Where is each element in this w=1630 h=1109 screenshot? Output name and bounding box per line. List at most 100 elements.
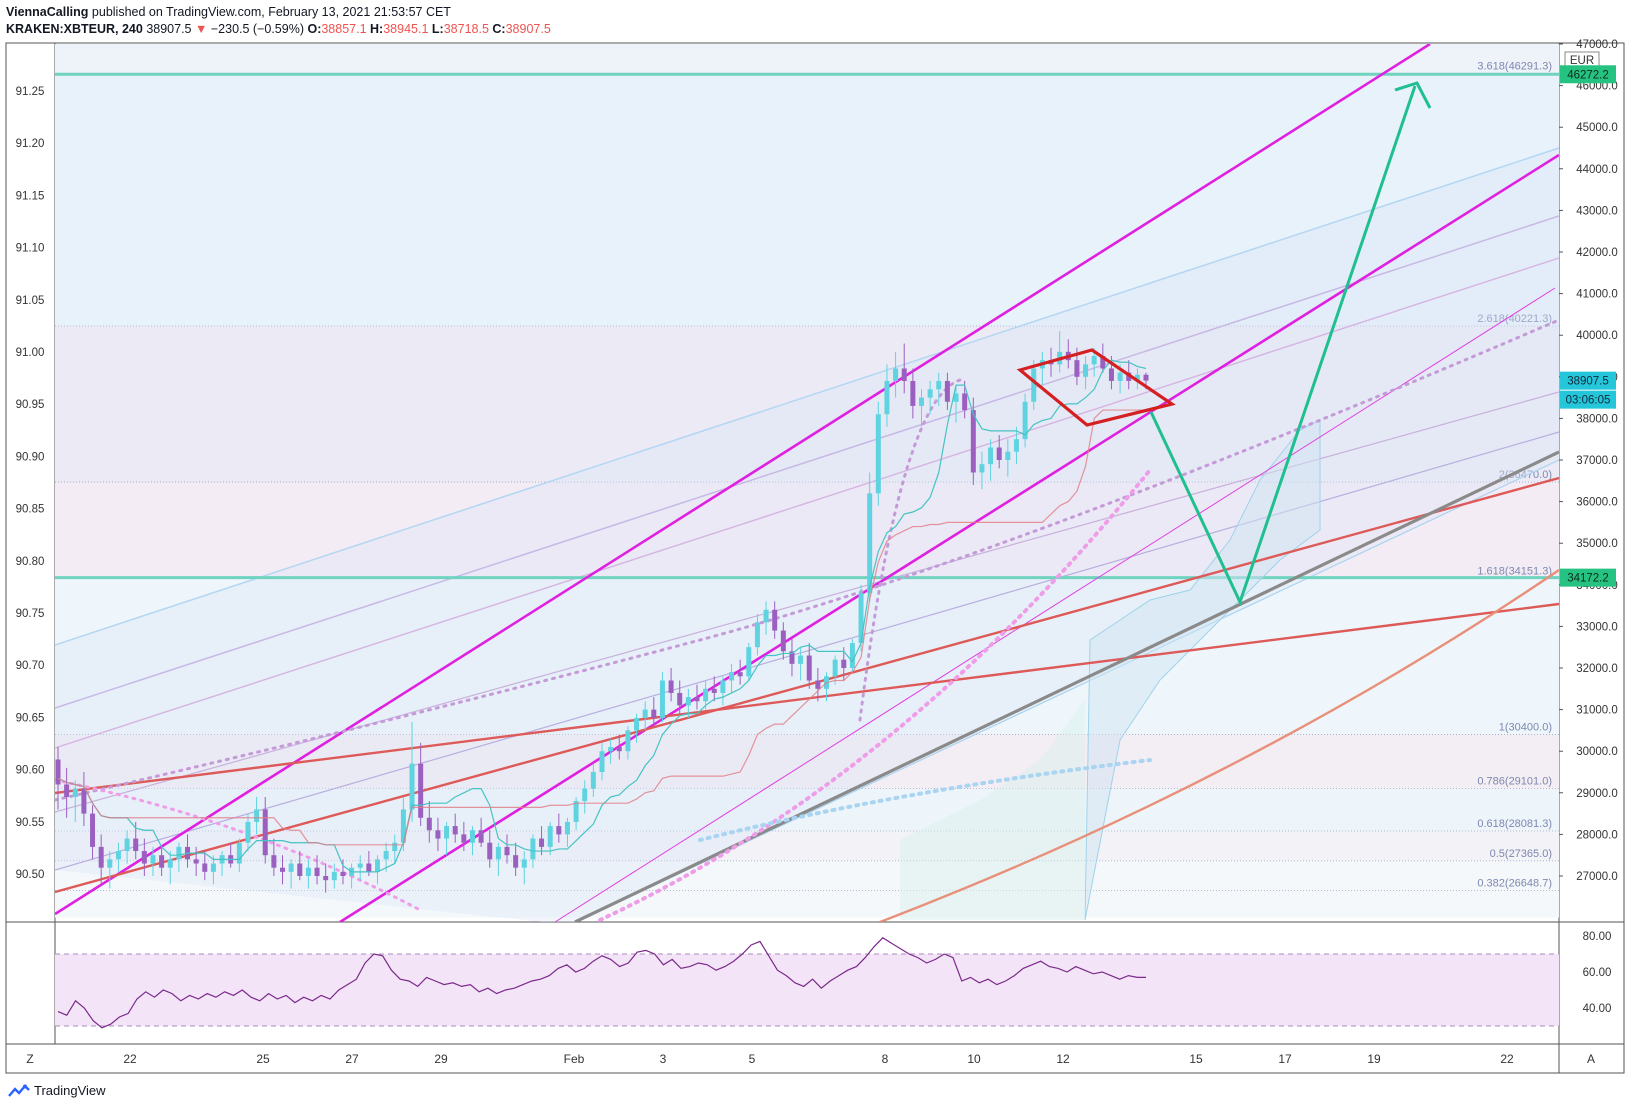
candle-body bbox=[340, 871, 346, 876]
candle-body bbox=[124, 838, 130, 852]
left-axis-tick-label: 91.10 bbox=[16, 243, 45, 255]
candle-body bbox=[970, 410, 976, 473]
symbol-label[interactable]: KRAKEN:XBTEUR, 240 bbox=[6, 22, 143, 36]
fib-level-label: 2(36470.0) bbox=[1499, 469, 1552, 481]
fib-band-top bbox=[55, 44, 1559, 74]
left-axis-tick-label: 90.65 bbox=[16, 712, 45, 724]
candle-body bbox=[677, 692, 683, 706]
candle-body bbox=[150, 855, 156, 864]
author-name[interactable]: ViennaCalling bbox=[6, 5, 89, 19]
regression-line bbox=[55, 147, 1559, 646]
right-axis-tick-label: 30000.0 bbox=[1576, 746, 1618, 758]
high-value: 38945.1 bbox=[383, 22, 429, 36]
price-tag-label: 38907.5 bbox=[1567, 376, 1609, 388]
right-axis-tick-label: 33000.0 bbox=[1576, 621, 1618, 633]
candle-body bbox=[988, 447, 994, 465]
time-axis-tick-label: 5 bbox=[749, 1052, 756, 1066]
regression-line bbox=[55, 215, 1559, 709]
axis-corner-left[interactable]: Z bbox=[26, 1052, 33, 1066]
red-trend-line-upper bbox=[55, 476, 1559, 894]
projection-arrowhead bbox=[1394, 81, 1432, 109]
candle-body bbox=[789, 651, 795, 664]
right-axis-tick-label: 44000.0 bbox=[1576, 164, 1618, 176]
right-axis-tick-label: 37000.0 bbox=[1576, 455, 1618, 467]
time-axis-tick-label: 22 bbox=[1500, 1052, 1514, 1066]
candle-body bbox=[314, 867, 320, 876]
candle-body bbox=[616, 747, 622, 752]
channel-middle-line bbox=[339, 153, 1559, 922]
channel-upper-line bbox=[55, 44, 1431, 916]
left-axis-tick-label: 90.55 bbox=[16, 817, 45, 829]
candle-body bbox=[452, 826, 458, 835]
candle-body bbox=[1100, 356, 1106, 369]
fib-level-label: 2.618(40221.3) bbox=[1477, 313, 1552, 325]
fib-band bbox=[55, 73, 1559, 326]
regression-line bbox=[55, 257, 1559, 749]
left-axis-tick-label: 90.70 bbox=[16, 660, 45, 672]
price-tag bbox=[1560, 371, 1616, 390]
candle-body bbox=[297, 863, 303, 876]
low-value: 38718.5 bbox=[443, 22, 489, 36]
candle-body bbox=[435, 830, 441, 839]
candle-body bbox=[141, 851, 147, 864]
right-axis-tick-label: 40000.0 bbox=[1576, 330, 1618, 342]
candle-body bbox=[1022, 401, 1028, 440]
close-label: C: bbox=[492, 22, 506, 36]
dotted-ma-pink-2 bbox=[598, 468, 1152, 922]
candle-body bbox=[236, 842, 242, 864]
time-axis-tick-label: 15 bbox=[1189, 1052, 1203, 1066]
candle-body bbox=[409, 763, 415, 810]
price-tag-label: 34172.2 bbox=[1567, 573, 1609, 585]
left-axis-tick-label: 90.50 bbox=[16, 869, 45, 881]
dotted-ma-pink bbox=[55, 778, 422, 912]
candle-body bbox=[651, 709, 657, 718]
candle-body bbox=[323, 876, 329, 881]
candle-body bbox=[81, 788, 87, 814]
candle-body bbox=[556, 826, 562, 835]
time-axis-tick-label: 29 bbox=[434, 1052, 448, 1066]
candle-body bbox=[1083, 364, 1089, 377]
tradingview-footer[interactable]: TradingView bbox=[8, 1083, 106, 1098]
candle-body bbox=[798, 655, 804, 664]
tradingview-logo-icon bbox=[8, 1083, 30, 1097]
price-tag bbox=[1560, 65, 1616, 84]
time-axis[interactable] bbox=[5, 1043, 1625, 1074]
candle-body bbox=[487, 842, 493, 860]
left-axis-tick-label: 91.20 bbox=[16, 138, 45, 150]
candle-body bbox=[772, 609, 778, 631]
candle-body bbox=[962, 393, 968, 411]
candle-body bbox=[936, 380, 942, 390]
candle-body bbox=[582, 788, 588, 802]
candle-body bbox=[893, 368, 899, 381]
fib-band bbox=[55, 831, 1559, 861]
candle-body bbox=[1117, 372, 1123, 381]
candle-body bbox=[720, 680, 726, 693]
candle-body bbox=[1126, 372, 1132, 381]
right-axis-tick-label: 36000.0 bbox=[1576, 497, 1618, 509]
candle-body bbox=[245, 821, 251, 843]
fib-level-label: 0.786(29101.0) bbox=[1477, 776, 1552, 788]
candle-body bbox=[659, 680, 665, 718]
cloud-lower bbox=[900, 700, 1085, 920]
last-price: 38907.5 bbox=[146, 22, 192, 36]
candle-body bbox=[564, 821, 570, 835]
candle-body bbox=[729, 672, 735, 681]
candle-body bbox=[841, 659, 847, 668]
candle-body bbox=[133, 838, 139, 852]
candle-body bbox=[685, 697, 691, 706]
axis-corner-right[interactable]: A bbox=[1587, 1052, 1595, 1066]
candle-body bbox=[815, 680, 821, 689]
candle-body bbox=[461, 834, 467, 843]
candle-body bbox=[495, 846, 501, 860]
candle-body bbox=[444, 826, 450, 839]
dotted-ma-purple bbox=[55, 318, 1559, 802]
left-axis-tick-label: 91.05 bbox=[16, 295, 45, 307]
candle-body bbox=[996, 447, 1002, 460]
time-axis-tick-label: 19 bbox=[1367, 1052, 1381, 1066]
candle-body bbox=[262, 809, 268, 856]
fib-level-label: 0.618(28081.3) bbox=[1477, 818, 1552, 830]
candle-body bbox=[115, 851, 121, 860]
fib-level-label: 3.618(46291.3) bbox=[1477, 60, 1552, 72]
price-change: −230.5 (−0.59%) bbox=[210, 22, 304, 36]
